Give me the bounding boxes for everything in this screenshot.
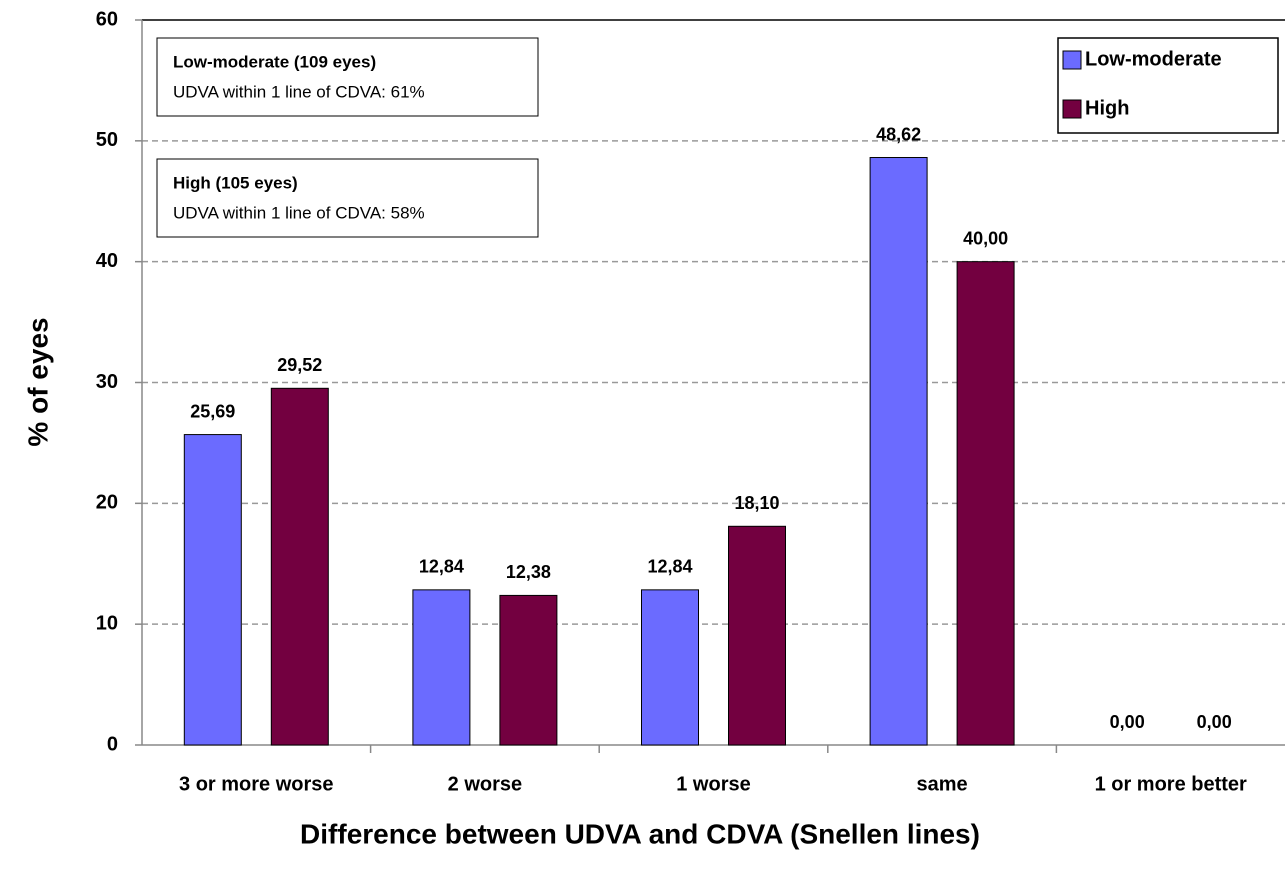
bar [641,589,699,746]
value-label: 29,52 [277,355,322,375]
y-axis-title: % of eyes [22,317,53,446]
legend-box [1057,37,1279,134]
y-tick-label: 0 [107,733,118,755]
bar [270,387,329,746]
bar [956,261,1015,746]
y-tick-label: 10 [96,612,118,634]
value-label: 18,10 [734,493,779,513]
y-tick-label: 30 [96,371,118,393]
x-tick-label: same [917,773,968,795]
legend-label: Low-moderate [1085,48,1222,70]
bar [728,525,786,746]
annotation-text: UDVA within 1 line of CDVA: 61% [173,82,425,101]
legend-swatch [1062,50,1082,70]
annotation-title: High (105 eyes) [173,173,298,192]
x-tick-label: 3 or more worse [179,773,334,795]
y-tick-label: 60 [96,8,118,30]
x-tick-label: 1 or more better [1095,773,1247,795]
annotation-box [156,37,539,117]
legend-label: High [1085,97,1129,119]
y-tick-label: 50 [96,129,118,151]
value-label: 0,00 [1110,712,1145,732]
value-label: 12,84 [419,557,464,577]
x-tick-label: 2 worse [448,773,522,795]
y-tick-label: 40 [96,250,118,272]
annotation-box [156,158,539,238]
value-label: 0,00 [1197,712,1232,732]
value-label: 12,84 [647,557,692,577]
value-label: 12,38 [506,562,551,582]
x-axis-title: Difference between UDVA and CDVA (Snelle… [300,818,980,849]
annotation-title: Low-moderate (109 eyes) [173,52,376,71]
x-tick-label: 1 worse [676,773,750,795]
legend-swatch [1062,99,1082,119]
bar [412,589,471,746]
value-label: 25,69 [190,401,235,421]
bar [183,434,242,746]
annotation-text: UDVA within 1 line of CDVA: 58% [173,203,425,222]
y-tick-label: 20 [96,492,118,514]
value-label: 40,00 [963,228,1008,248]
value-label: 48,62 [876,124,921,144]
bar [869,157,928,746]
bar [499,594,558,746]
